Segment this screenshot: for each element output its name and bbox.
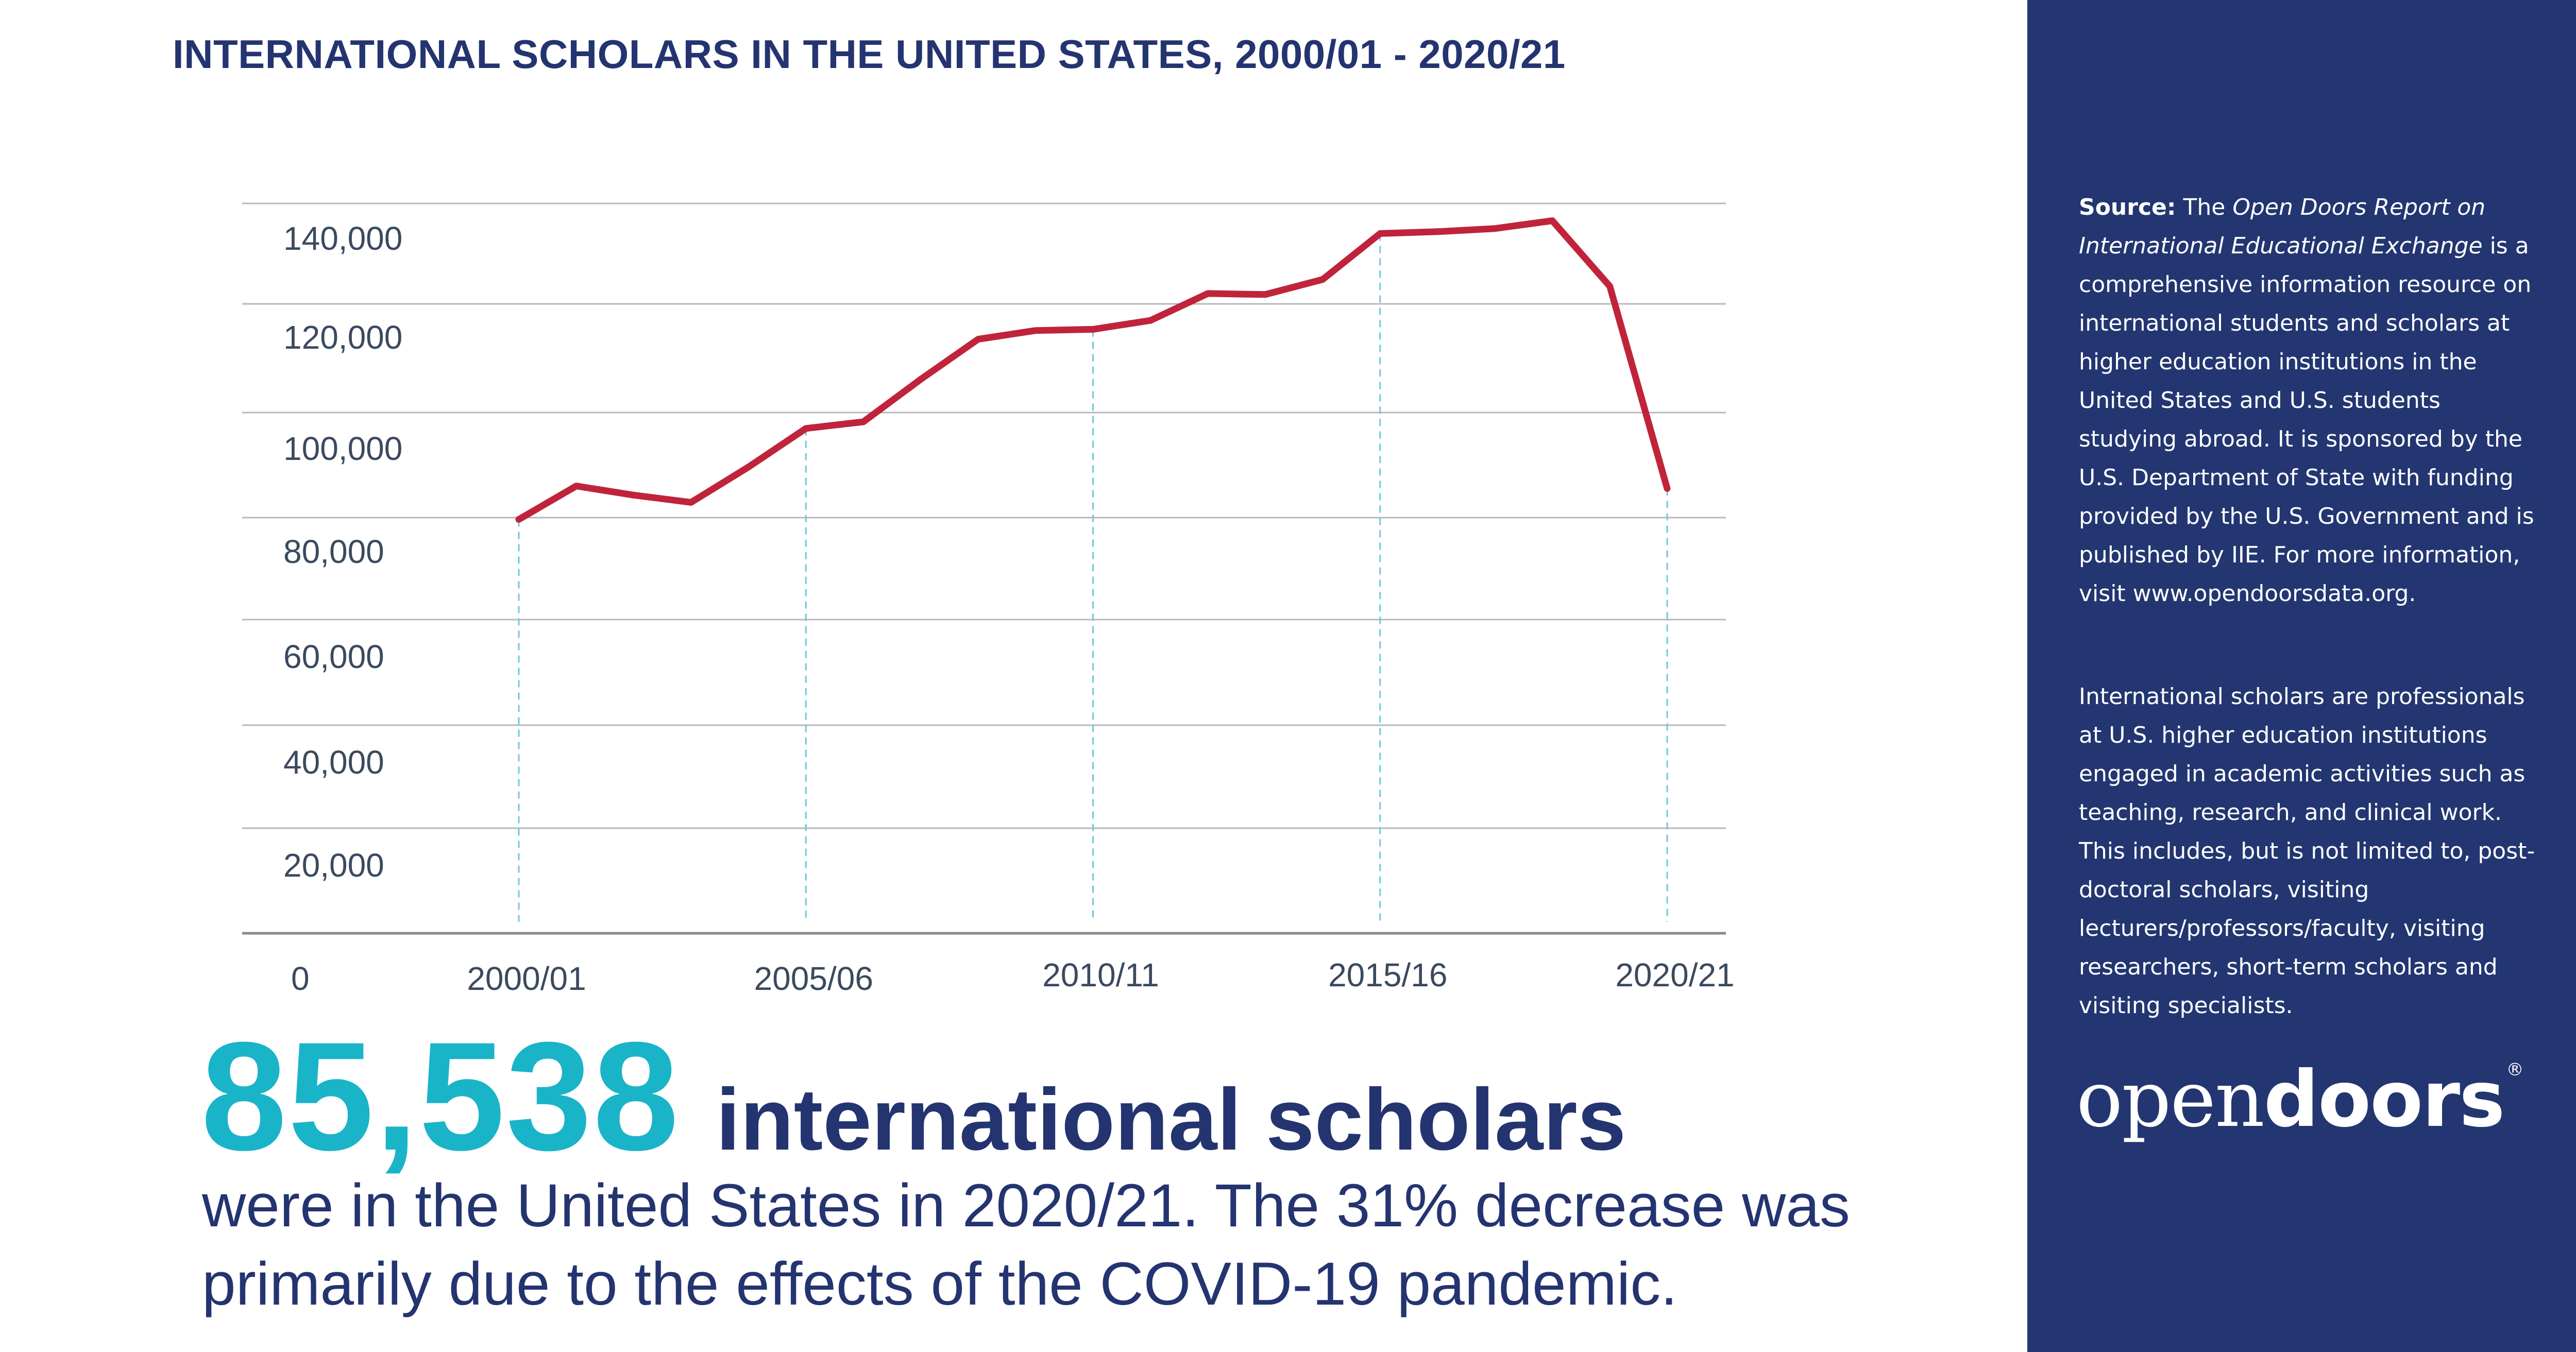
source-label: Source:: [2079, 194, 2176, 220]
x-tick-label: 2010/11: [1042, 956, 1159, 994]
y-tick-label: 20,000: [283, 847, 384, 884]
y-tick-label: 120,000: [283, 319, 402, 356]
headline-label: international scholars: [716, 1071, 1626, 1169]
chart-title: INTERNATIONAL SCHOLARS IN THE UNITED STA…: [173, 31, 1566, 77]
y-tick-label: 60,000: [283, 638, 384, 675]
y-tick-label: 80,000: [283, 533, 384, 570]
source-note: Source: The Open Doors Report on Interna…: [2079, 188, 2543, 613]
logo-open-text: open: [2076, 1055, 2265, 1144]
opendoors-logo: opendoors ®: [2076, 1059, 2523, 1138]
y-tick-label: 100,000: [283, 430, 402, 467]
y-tick-label: 140,000: [283, 220, 402, 257]
source-title: Open Doors Report on International Educa…: [2079, 194, 2486, 259]
source-body: is a comprehensive information resource …: [2079, 233, 2534, 607]
series-line-international-scholars: [515, 217, 1671, 523]
main-panel: INTERNATIONAL SCHOLARS IN THE UNITED STA…: [173, 31, 1850, 1318]
source-pre: The: [2183, 194, 2226, 220]
y-tick-label: 40,000: [283, 744, 384, 781]
logo-doors-text: doors: [2263, 1055, 2505, 1144]
headline-sentence: were in the United States in 2020/21. Th…: [202, 1172, 1850, 1318]
line-chart: 0 20,000 40,000 60,000 80,000 100,000 120,000 1…: [242, 202, 1735, 997]
x-tick-label: 2005/06: [754, 960, 873, 997]
x-tick-label: 2000/01: [467, 960, 586, 997]
y-tick-label: 0: [291, 960, 310, 997]
headline-number: 85,538: [201, 1009, 680, 1183]
logo-registered-mark: ®: [2506, 1059, 2523, 1080]
x-tick-label: 2015/16: [1328, 956, 1447, 994]
x-tick-label: 2020/21: [1615, 956, 1734, 994]
scholar-definition: International scholars are professionals…: [2079, 683, 2535, 1019]
headline: 85,538 international scholars: [201, 1007, 1626, 1185]
sidebar: Source: The Open Doors Report on Interna…: [2027, 0, 2576, 1352]
